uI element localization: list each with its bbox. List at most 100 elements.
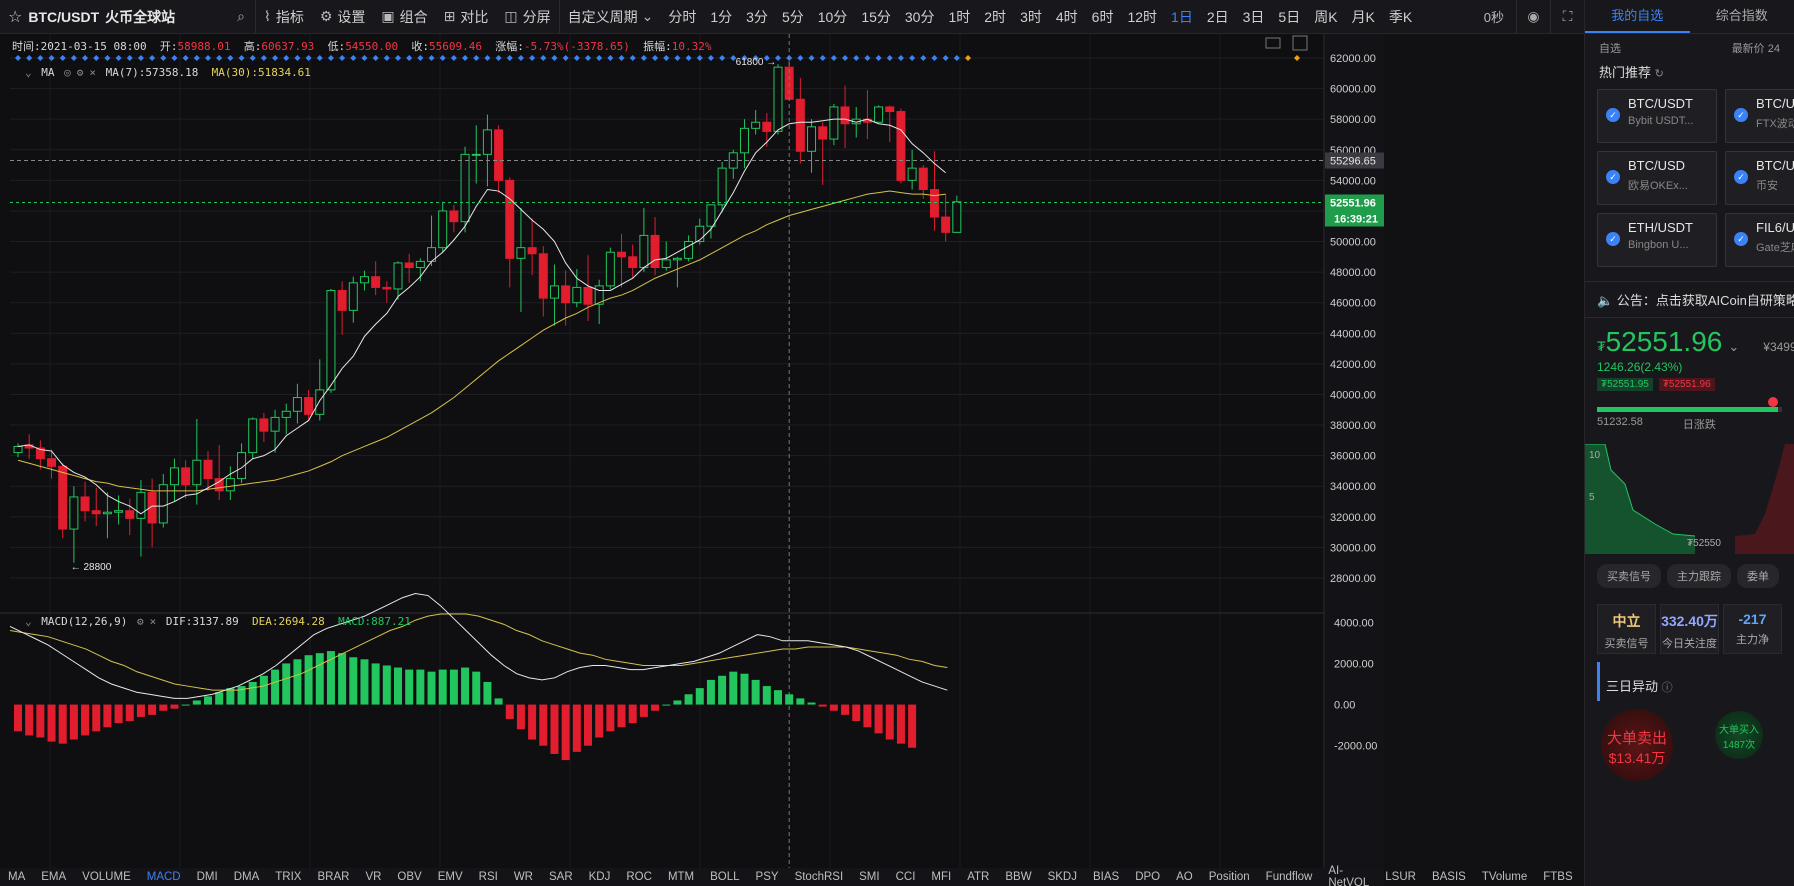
indicator-tab-wr[interactable]: WR: [513, 871, 533, 883]
chevron-down-icon[interactable]: ⌄: [1728, 339, 1740, 354]
indicator-tab-emv[interactable]: EMV: [437, 871, 463, 883]
settings-icon[interactable]: ⚙: [76, 66, 84, 79]
settings-icon[interactable]: ⚙: [136, 615, 144, 628]
camera-icon[interactable]: ◉: [1516, 0, 1550, 34]
indicator-tab-ao[interactable]: AO: [1176, 871, 1193, 883]
stat-main-net[interactable]: -217 主力净: [1723, 604, 1782, 654]
indicator-tab-dma[interactable]: DMA: [233, 871, 260, 883]
period-5[interactable]: 15分: [861, 8, 891, 25]
help-icon[interactable]: ⓘ: [1661, 682, 1673, 694]
stat-signal[interactable]: 中立 买卖信号: [1597, 604, 1656, 654]
indicator-tab-dpo[interactable]: DPO: [1135, 871, 1161, 883]
eye-icon[interactable]: ◎: [64, 66, 71, 79]
period-7[interactable]: 1时: [948, 8, 971, 25]
compare-button[interactable]: ⊞ 对比: [443, 8, 489, 25]
period-13[interactable]: 1日: [1171, 8, 1193, 25]
custom-period-dropdown[interactable]: 自定义周期 ⌄: [567, 8, 654, 25]
indicator-tab-bias[interactable]: BIAS: [1092, 871, 1120, 883]
chevron-down-icon[interactable]: ⌄: [25, 66, 32, 79]
period-12[interactable]: 12时: [1127, 8, 1158, 25]
recommend-card[interactable]: ✓ FIL6/US Gate芝麻: [1725, 213, 1794, 267]
period-11[interactable]: 6时: [1091, 8, 1114, 25]
indicator-tab-mtm[interactable]: MTM: [667, 871, 695, 883]
recommend-card[interactable]: ✓ BTC/USD 欧易OKEx...: [1597, 151, 1717, 205]
settings-button[interactable]: ⚙ 设置: [319, 8, 366, 25]
period-0[interactable]: 分时: [668, 8, 697, 25]
indicator-tab-stochrsi[interactable]: StochRSI: [794, 871, 844, 883]
recommend-card[interactable]: ✓ BTC/USD 币安: [1725, 151, 1794, 205]
tab-orders[interactable]: 委单: [1737, 564, 1779, 588]
period-4[interactable]: 10分: [817, 8, 848, 25]
stat-attention[interactable]: 332.40万 今日关注度: [1660, 604, 1719, 654]
indicator-tab-obv[interactable]: OBV: [397, 871, 422, 883]
indicator-tab-position[interactable]: Position: [1208, 871, 1250, 883]
period-14[interactable]: 2日: [1206, 8, 1229, 25]
period-17[interactable]: 周K: [1314, 8, 1338, 25]
fullscreen-icon[interactable]: ⛶: [1550, 0, 1584, 34]
indicator-tab-bbw[interactable]: BBW: [1005, 871, 1032, 883]
star-icon[interactable]: ☆: [8, 8, 23, 26]
close-icon[interactable]: ×: [149, 615, 157, 628]
indicator-tab-ftbs[interactable]: FTBS: [1543, 871, 1573, 883]
tab-main-track[interactable]: 主力跟踪: [1667, 564, 1731, 588]
indicator-tab-ma[interactable]: MA: [8, 871, 26, 883]
recommend-card[interactable]: ✓ BTC/USD FTX波动...: [1725, 89, 1794, 143]
indicator-tab-tvolume[interactable]: TVolume: [1481, 871, 1528, 883]
indicator-tab-ema[interactable]: EMA: [41, 871, 67, 883]
chevron-down-icon[interactable]: ⌄: [25, 615, 32, 628]
period-9[interactable]: 3时: [1020, 8, 1042, 25]
tab-buy-sell-signal[interactable]: 买卖信号: [1597, 564, 1661, 588]
check-icon[interactable]: ✓: [1734, 232, 1748, 246]
buy-bubble[interactable]: 大单买入 1487次: [1715, 711, 1763, 759]
indicator-tab-boll[interactable]: BOLL: [710, 871, 740, 883]
period-2[interactable]: 3分: [746, 8, 768, 25]
indicator-tab-vr[interactable]: VR: [365, 871, 382, 883]
moves-bubbles[interactable]: 大单卖出 $13.41万 大单买入 1487次: [1585, 701, 1794, 801]
refresh-seconds[interactable]: 0秒: [1483, 10, 1504, 25]
indicator-tab-smi[interactable]: SMI: [859, 871, 880, 883]
close-icon[interactable]: ×: [89, 66, 96, 79]
tab-index[interactable]: 综合指数: [1715, 8, 1768, 23]
indicator-tab-volume[interactable]: VOLUME: [82, 871, 131, 883]
check-icon[interactable]: ✓: [1606, 170, 1620, 184]
recommend-card[interactable]: ✓ ETH/USDT Bingbon U...: [1597, 213, 1717, 267]
period-3[interactable]: 5分: [781, 8, 804, 25]
indicator-tab-sar[interactable]: SAR: [548, 871, 573, 883]
recommend-card[interactable]: ✓ BTC/USDT Bybit USDT...: [1597, 89, 1717, 143]
period-8[interactable]: 2时: [984, 8, 1007, 25]
indicator-tab-ai-netvol[interactable]: AI-NetVOL: [1328, 865, 1370, 886]
tab-watchlist[interactable]: 我的自选: [1585, 0, 1690, 33]
period-6[interactable]: 30分: [904, 8, 935, 25]
check-icon[interactable]: ✓: [1734, 170, 1748, 184]
period-19[interactable]: 季K: [1388, 8, 1413, 25]
combo-button[interactable]: ▣ 组合: [381, 8, 428, 25]
indicator-tab-lsur[interactable]: LSUR: [1385, 871, 1416, 883]
indicator-tab-rsi[interactable]: RSI: [478, 871, 498, 883]
indicator-tab-dmi[interactable]: DMI: [196, 871, 218, 883]
indicator-button[interactable]: ⌇ 指标: [264, 8, 304, 25]
check-icon[interactable]: ✓: [1606, 232, 1620, 246]
refresh-icon[interactable]: ↻: [1654, 68, 1664, 80]
notice-bar[interactable]: 🔈 公告：点击获取AICoin自研策略: [1585, 281, 1794, 318]
indicator-tab-fundflow[interactable]: Fundflow: [1265, 871, 1313, 883]
indicator-tab-trix[interactable]: TRIX: [275, 871, 302, 883]
period-16[interactable]: 5日: [1278, 8, 1301, 25]
indicator-tab-skdj[interactable]: SKDJ: [1047, 871, 1077, 883]
check-icon[interactable]: ✓: [1606, 108, 1620, 122]
depth-chart[interactable]: 10 5 ₮52550: [1585, 443, 1794, 554]
indicator-tab-brar[interactable]: BRAR: [317, 871, 350, 883]
indicator-tab-psy[interactable]: PSY: [755, 871, 779, 883]
sell-bubble[interactable]: 大单卖出 $13.41万: [1601, 709, 1673, 781]
check-icon[interactable]: ✓: [1734, 108, 1748, 122]
period-10[interactable]: 4时: [1055, 8, 1078, 25]
kline-chart[interactable]: 62000.0060000.0058000.0056000.0054000.00…: [0, 34, 1384, 868]
search-icon[interactable]: ⌕: [237, 8, 245, 24]
indicator-tab-kdj[interactable]: KDJ: [588, 871, 611, 883]
indicator-tab-roc[interactable]: ROC: [626, 871, 652, 883]
indicator-tab-cci[interactable]: CCI: [895, 871, 916, 883]
pair-selector[interactable]: ☆ BTC/USDT 火币全球站 ⌕: [0, 0, 256, 34]
indicator-tab-atr[interactable]: ATR: [967, 871, 990, 883]
split-button[interactable]: ◫ 分屏: [504, 8, 551, 25]
indicator-tab-basis[interactable]: BASIS: [1431, 871, 1466, 883]
period-18[interactable]: 月K: [1351, 8, 1375, 25]
